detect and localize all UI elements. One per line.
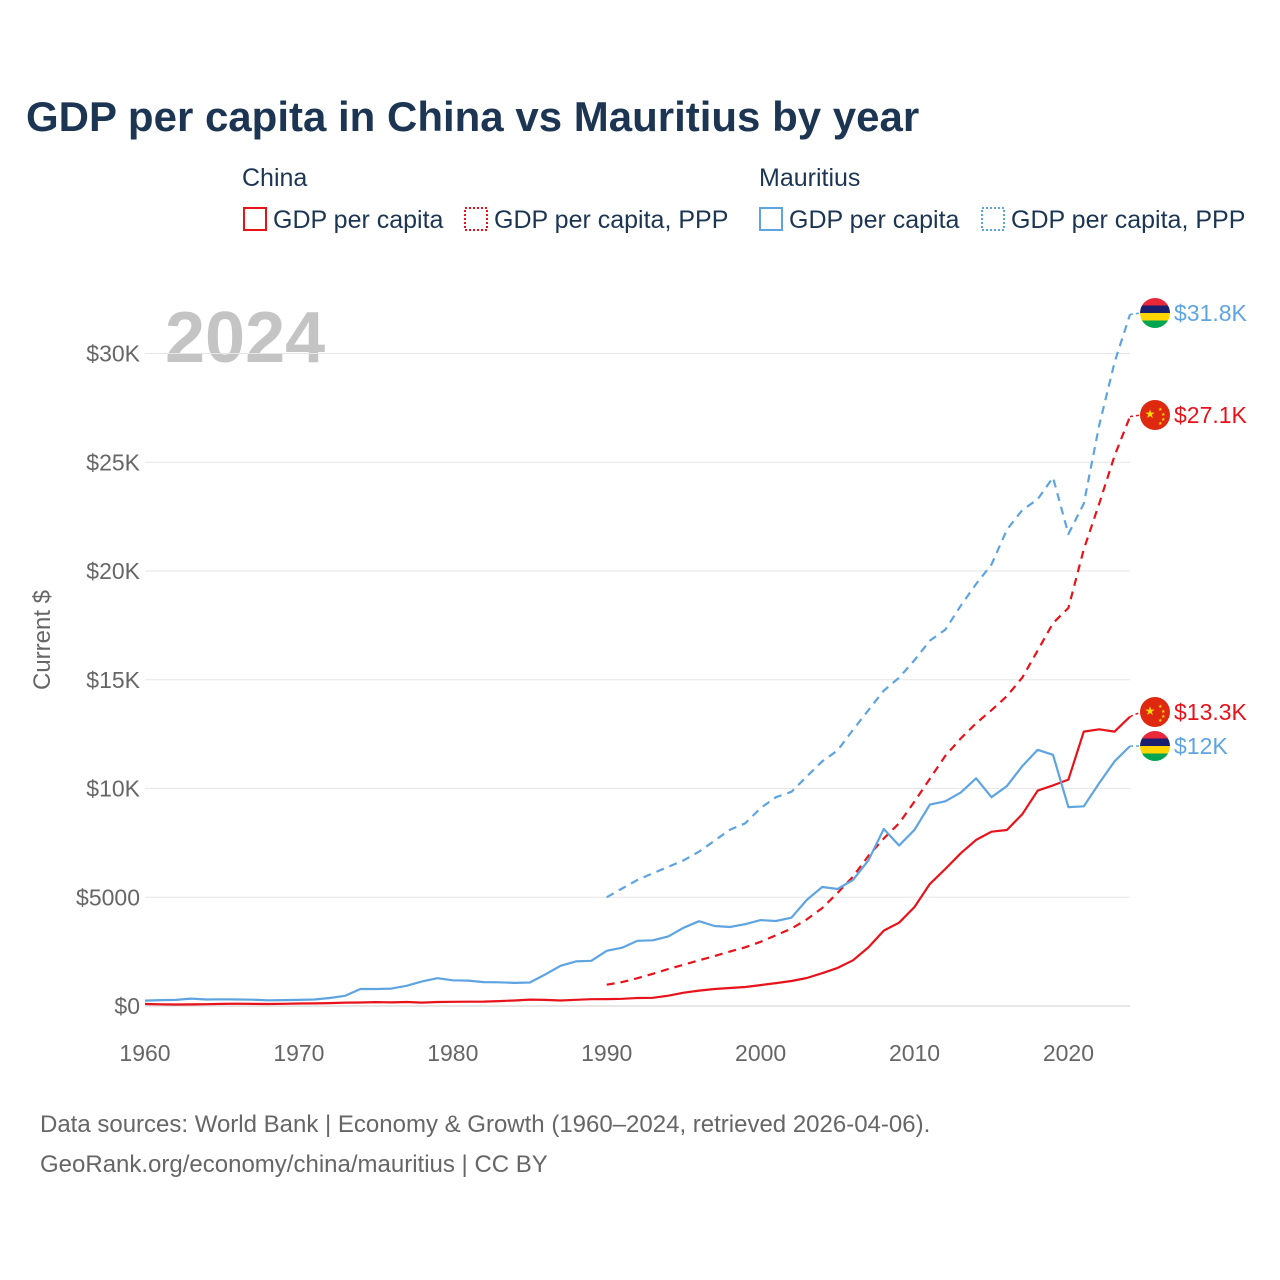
y-tick-label: $25K <box>86 449 140 475</box>
y-tick-label: $5000 <box>76 884 140 910</box>
legend-swatch-mauritius-ppp <box>981 207 1005 231</box>
x-tick-label: 1990 <box>581 1040 632 1066</box>
source-line-1: Data sources: World Bank | Economy & Gro… <box>40 1111 930 1138</box>
svg-text:★: ★ <box>1145 407 1156 421</box>
x-tick-label: 2020 <box>1043 1040 1094 1066</box>
x-tick-label: 2010 <box>889 1040 940 1066</box>
y-tick-label: $10K <box>86 776 140 802</box>
x-axis-ticks: 1960 1970 1980 1990 2000 2010 2020 <box>119 1040 1094 1066</box>
end-value-label: $27.1K <box>1174 402 1248 428</box>
x-tick-label: 1960 <box>119 1040 170 1066</box>
series-line <box>606 416 1132 986</box>
mauritius-flag-icon <box>1140 298 1170 328</box>
svg-text:★: ★ <box>1158 704 1163 710</box>
end-labels: ★ ★★★★ $13.3K★ ★★★★ $27.1K$12K$31.8K <box>1129 298 1248 761</box>
legend-label-mauritius-ppp: GDP per capita, PPP <box>1011 206 1245 234</box>
svg-text:★: ★ <box>1161 412 1166 418</box>
chart-title: GDP per capita in China vs Mauritius by … <box>26 93 919 140</box>
legend: China GDP per capita GDP per capita, PPP… <box>242 164 1245 234</box>
svg-text:★: ★ <box>1158 718 1163 724</box>
x-tick-label: 1970 <box>273 1040 324 1066</box>
svg-text:★: ★ <box>1161 417 1166 423</box>
end-value-label: $12K <box>1174 733 1228 759</box>
mauritius-flag-icon <box>1140 731 1170 761</box>
svg-text:★: ★ <box>1145 704 1156 718</box>
svg-text:★: ★ <box>1158 407 1163 413</box>
svg-text:★: ★ <box>1161 714 1166 720</box>
end-value-label: $13.3K <box>1174 699 1248 725</box>
legend-label-china-ppp: GDP per capita, PPP <box>494 206 728 234</box>
legend-group-china: China <box>242 164 307 192</box>
gridlines <box>145 353 1130 1007</box>
series-line <box>144 715 1131 1006</box>
svg-text:★: ★ <box>1158 421 1163 427</box>
legend-label-mauritius-gdp: GDP per capita <box>789 206 960 234</box>
year-watermark: 2024 <box>165 298 325 378</box>
source-line-2: GeoRank.org/economy/china/mauritius | CC… <box>40 1151 548 1178</box>
series-lines <box>144 314 1132 1006</box>
y-tick-label: $0 <box>114 993 140 1019</box>
y-axis-title: Current $ <box>29 590 56 690</box>
legend-swatch-china-gdp <box>243 207 267 231</box>
end-connector <box>1129 711 1142 718</box>
series-line <box>606 314 1132 899</box>
end-connector <box>1129 414 1142 418</box>
end-connector <box>1129 312 1142 316</box>
china-flag-icon: ★ ★★★★ <box>1140 400 1170 430</box>
svg-text:★: ★ <box>1161 709 1166 715</box>
y-tick-label: $20K <box>86 558 140 584</box>
y-tick-label: $30K <box>86 341 140 367</box>
china-flag-icon: ★ ★★★★ <box>1140 697 1170 727</box>
legend-group-mauritius: Mauritius <box>759 164 860 192</box>
x-tick-label: 1980 <box>427 1040 478 1066</box>
legend-label-china-gdp: GDP per capita <box>273 206 444 234</box>
y-tick-label: $15K <box>86 667 140 693</box>
legend-swatch-china-ppp <box>464 207 488 231</box>
series-line <box>144 745 1131 1002</box>
end-value-label: $31.8K <box>1174 300 1248 326</box>
legend-swatch-mauritius-gdp <box>759 207 783 231</box>
x-tick-label: 2000 <box>735 1040 786 1066</box>
y-axis-ticks: $0 $5000 $10K $15K $20K $25K $30K <box>76 341 141 1020</box>
